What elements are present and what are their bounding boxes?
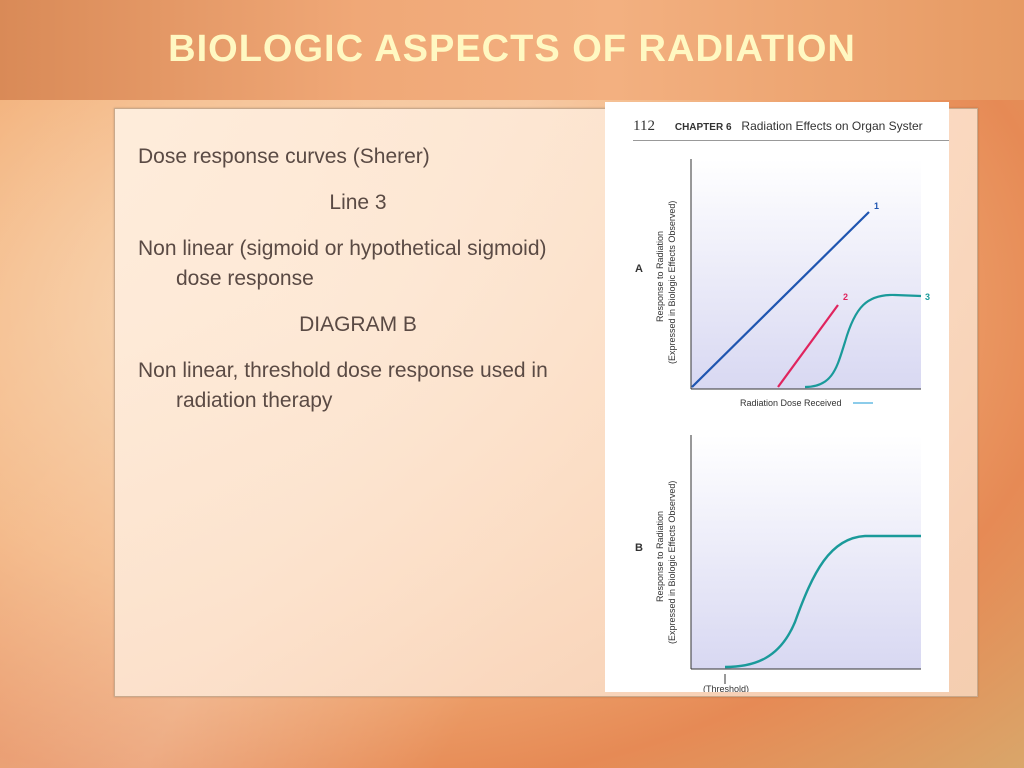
diagram-b-ylabel-2: (Expressed in Biologic Effects Observed) xyxy=(667,481,677,644)
diagram-a-ylabel-1: Response to Radiation xyxy=(655,231,665,322)
diagram-a-label: A xyxy=(635,263,643,275)
curve-3-label: 3 xyxy=(925,292,930,302)
line-line3: Line 3 xyxy=(329,191,387,214)
curve-2-threshold-linear xyxy=(777,304,839,388)
book-header: 112 CHAPTER 6 Radiation Effects on Organ… xyxy=(633,117,923,135)
line-diagram-b: DIAGRAM B xyxy=(299,313,417,336)
chapter-title: Radiation Effects on Organ Syster xyxy=(741,119,923,133)
diagram-a-xlabel: Radiation Dose Received xyxy=(740,398,842,408)
line-nonlinear-sigmoid: Non linear (sigmoid or hypothetical sigm… xyxy=(138,237,547,290)
header-rule xyxy=(633,140,949,141)
text-area: Dose response curves (Sherer) Line 3 Non… xyxy=(138,142,578,432)
title-band xyxy=(0,0,1024,100)
diagram-b-label: B xyxy=(635,542,643,554)
page-number: 112 xyxy=(633,118,655,134)
curve-2-label: 2 xyxy=(843,292,848,302)
curve-1-label: 1 xyxy=(874,201,879,211)
diagram-b-ylabel-1: Response to Radiation xyxy=(655,511,665,602)
dose-response-diagrams: A Response to Radiation (Expressed in Bi… xyxy=(635,159,930,692)
curve-1-linear xyxy=(691,211,870,388)
textbook-image: 112 CHAPTER 6 Radiation Effects on Organ… xyxy=(605,102,949,692)
slide-title: BIOLOGIC ASPECTS OF RADIATION xyxy=(168,28,856,70)
diagram-b-xlabel: (Threshold) xyxy=(703,684,749,692)
curve-3-sigmoid xyxy=(804,293,922,389)
curve-threshold-sigmoid xyxy=(724,534,921,669)
line-dose-response: Dose response curves (Sherer) xyxy=(138,145,430,168)
chapter-label: CHAPTER 6 xyxy=(674,122,732,133)
line-threshold: Non linear, threshold dose response used… xyxy=(138,359,548,412)
diagram-a-ylabel-2: (Expressed in Biologic Effects Observed) xyxy=(667,201,677,364)
diagram-b-plot-area xyxy=(691,435,921,669)
